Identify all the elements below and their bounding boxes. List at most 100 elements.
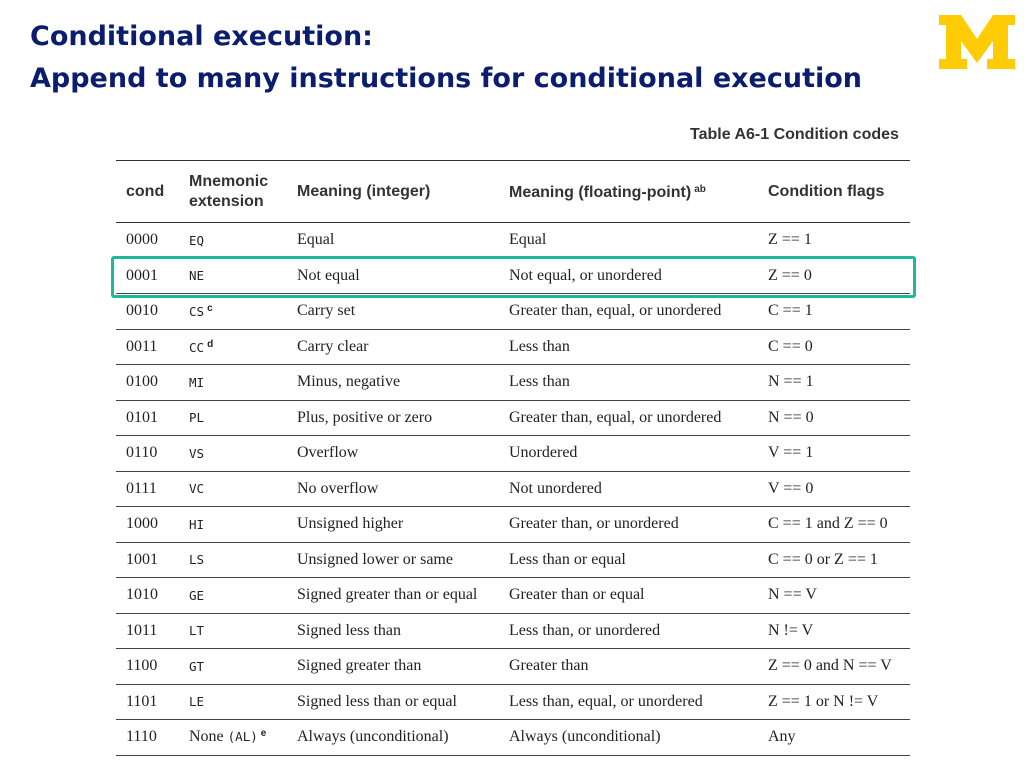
table-row: 0011 CC d Carry clear Less than C == 0 bbox=[116, 329, 910, 365]
cell-meaning-integer: Signed less than or equal bbox=[287, 684, 499, 720]
mnemonic-code: GE bbox=[189, 587, 205, 603]
mnemonic-code: CC bbox=[189, 339, 205, 355]
cell-meaning-floating-point: Less than or equal bbox=[499, 542, 758, 578]
cell-cond: 1001 bbox=[116, 542, 179, 578]
mnemonic-code: GT bbox=[189, 658, 205, 674]
cell-mnemonic: GE bbox=[179, 577, 287, 614]
table-row: 0010 CS c Carry set Greater than, equal, or … bbox=[116, 293, 910, 330]
table-row: 0111 VC No overflow Not unordered V == 0 bbox=[116, 471, 910, 507]
cell-cond: 0110 bbox=[116, 435, 179, 472]
table-row: 0100 MI Minus, negative Less than N == 1 bbox=[116, 364, 910, 401]
slide-title-line-2: Append to many instructions for conditio… bbox=[30, 63, 863, 94]
cell-meaning-integer: Equal bbox=[287, 222, 499, 259]
cell-condition-flags: C == 1 and Z == 0 bbox=[758, 506, 910, 543]
table-row: 1001 LS Unsigned lower or same Less than or… bbox=[116, 542, 910, 578]
header-footnote-marker: ab bbox=[694, 184, 706, 195]
table-row: 1100 GT Signed greater than Greater than Z =… bbox=[116, 648, 910, 685]
cell-meaning-floating-point: Equal bbox=[499, 222, 758, 259]
cell-meaning-integer: Carry set bbox=[287, 293, 499, 330]
cell-meaning-integer: Unsigned higher bbox=[287, 506, 499, 543]
cell-meaning-integer: Plus, positive or zero bbox=[287, 400, 499, 436]
cell-meaning-integer: No overflow bbox=[287, 471, 499, 507]
cell-mnemonic: PL bbox=[179, 400, 287, 436]
cell-mnemonic: VS bbox=[179, 435, 287, 472]
cell-mnemonic: HI bbox=[179, 506, 287, 543]
header-mnemonic-line-2: extension bbox=[189, 192, 264, 210]
mnemonic-code: VC bbox=[189, 481, 205, 497]
cell-condition-flags: C == 0 or Z == 1 bbox=[758, 542, 910, 578]
cell-meaning-integer: Signed greater than bbox=[287, 648, 499, 685]
footnote-marker: d bbox=[207, 338, 214, 350]
header-mnemonic: Mnemonic extension bbox=[179, 160, 287, 223]
cell-condition-flags: Z == 0 bbox=[758, 258, 910, 294]
cell-condition-flags: Any bbox=[758, 719, 910, 756]
cell-meaning-floating-point: Not equal, or unordered bbox=[499, 258, 758, 294]
mnemonic-code: CS bbox=[189, 304, 205, 320]
condition-codes-table: cond Mnemonic extension Meaning (integer… bbox=[116, 160, 910, 756]
cell-meaning-floating-point: Greater than, equal, or unordered bbox=[499, 400, 758, 436]
table-row: 0000 EQ Equal Equal Z == 1 bbox=[116, 222, 910, 259]
cell-mnemonic: CC d bbox=[179, 329, 287, 365]
cell-meaning-floating-point: Always (unconditional) bbox=[499, 719, 758, 756]
table-body: 0000 EQ Equal Equal Z == 1 0001 NE Not equal Not… bbox=[116, 222, 910, 756]
slide-title-line-1: Conditional execution: bbox=[30, 21, 373, 52]
cell-meaning-floating-point: Less than, or unordered bbox=[499, 613, 758, 649]
cell-cond: 0101 bbox=[116, 400, 179, 436]
cell-meaning-integer: Overflow bbox=[287, 435, 499, 472]
university-block-m-logo: ® bbox=[939, 15, 1017, 71]
table-row: 1011 LT Signed less than Less than, or unor… bbox=[116, 613, 910, 649]
cell-meaning-floating-point: Greater than, or unordered bbox=[499, 506, 758, 543]
mnemonic-code: LS bbox=[189, 552, 205, 568]
cell-cond: 0011 bbox=[116, 329, 179, 365]
cell-cond: 0111 bbox=[116, 471, 179, 507]
cell-meaning-integer: Always (unconditional) bbox=[287, 719, 499, 756]
cell-condition-flags: N == 1 bbox=[758, 364, 910, 401]
cell-condition-flags: Z == 1 bbox=[758, 222, 910, 259]
mnemonic-code: MI bbox=[189, 374, 205, 390]
table-row: 1110 None (AL) e Always (unconditional) Alwa… bbox=[116, 719, 910, 756]
cell-mnemonic: LT bbox=[179, 613, 287, 649]
table-caption: Table A6-1 Condition codes bbox=[690, 126, 899, 143]
cell-condition-flags: C == 0 bbox=[758, 329, 910, 365]
cell-cond: 1110 bbox=[116, 719, 179, 756]
registered-mark: ® bbox=[1011, 65, 1017, 71]
header-meaning-integer: Meaning (integer) bbox=[287, 160, 499, 223]
mnemonic-code: EQ bbox=[189, 232, 205, 248]
table-row: 0001 NE Not equal Not equal, or unordered Z … bbox=[116, 258, 910, 294]
header-cond: cond bbox=[116, 160, 179, 223]
cell-meaning-floating-point: Less than, equal, or unordered bbox=[499, 684, 758, 720]
cell-meaning-integer: Minus, negative bbox=[287, 364, 499, 401]
cell-cond: 1101 bbox=[116, 684, 179, 720]
cell-meaning-floating-point: Greater than bbox=[499, 648, 758, 685]
cell-meaning-floating-point: Greater than, equal, or unordered bbox=[499, 293, 758, 330]
cell-mnemonic: VC bbox=[179, 471, 287, 507]
cell-cond: 0001 bbox=[116, 258, 179, 294]
cell-cond: 0000 bbox=[116, 222, 179, 259]
cell-cond: 0100 bbox=[116, 364, 179, 401]
mnemonic-code: HI bbox=[189, 516, 205, 532]
slide-title: Conditional execution: Append to many in… bbox=[30, 16, 862, 100]
cell-meaning-floating-point: Unordered bbox=[499, 435, 758, 472]
table-header-row: cond Mnemonic extension Meaning (integer… bbox=[116, 160, 910, 223]
cell-mnemonic: LE bbox=[179, 684, 287, 720]
cell-mnemonic: MI bbox=[179, 364, 287, 401]
cell-meaning-integer: Signed less than bbox=[287, 613, 499, 649]
table-row: 0110 VS Overflow Unordered V == 1 bbox=[116, 435, 910, 472]
cell-mnemonic: EQ bbox=[179, 222, 287, 259]
header-meaning-floating-point: Meaning (floating-point) ab bbox=[499, 160, 758, 223]
cell-condition-flags: V == 0 bbox=[758, 471, 910, 507]
cell-meaning-floating-point: Not unordered bbox=[499, 471, 758, 507]
cell-meaning-integer: Carry clear bbox=[287, 329, 499, 365]
cell-condition-flags: V == 1 bbox=[758, 435, 910, 472]
cell-condition-flags: Z == 0 and N == V bbox=[758, 648, 910, 685]
cell-mnemonic: CS c bbox=[179, 293, 287, 330]
cell-meaning-floating-point: Greater than or equal bbox=[499, 577, 758, 614]
cell-mnemonic: NE bbox=[179, 258, 287, 294]
mnemonic-code: NE bbox=[189, 268, 205, 284]
header-mnemonic-line-1: Mnemonic bbox=[189, 172, 269, 190]
cell-mnemonic: None (AL) e bbox=[179, 719, 287, 756]
table-row: 1010 GE Signed greater than or equal Greate… bbox=[116, 577, 910, 614]
cell-condition-flags: N == 0 bbox=[758, 400, 910, 436]
cell-condition-flags: N == V bbox=[758, 577, 910, 614]
cell-meaning-floating-point: Less than bbox=[499, 329, 758, 365]
